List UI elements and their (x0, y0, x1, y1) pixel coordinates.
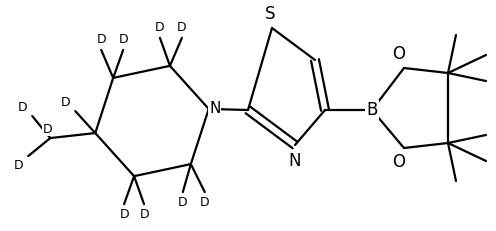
Text: D: D (178, 196, 187, 209)
Text: D: D (119, 33, 128, 46)
Text: D: D (13, 158, 23, 172)
Text: D: D (17, 100, 27, 114)
Text: D: D (177, 21, 186, 34)
Text: O: O (392, 153, 406, 171)
Text: D: D (200, 196, 210, 209)
Text: D: D (96, 33, 106, 46)
Text: D: D (155, 21, 165, 34)
Text: D: D (43, 123, 52, 136)
Text: D: D (61, 96, 70, 109)
Text: S: S (265, 5, 275, 23)
Text: O: O (392, 45, 406, 63)
Text: B: B (367, 101, 377, 119)
Text: N: N (209, 101, 220, 116)
Text: D: D (119, 208, 129, 221)
Text: N: N (289, 152, 301, 170)
Text: D: D (139, 208, 149, 221)
